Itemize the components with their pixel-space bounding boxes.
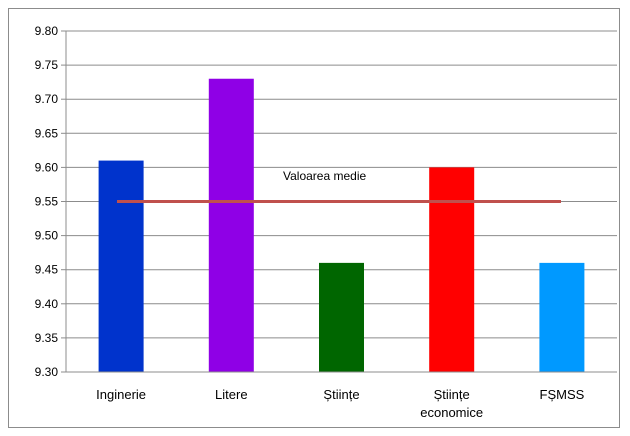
bar (98, 160, 144, 372)
y-tick-label: 9.45 (35, 263, 59, 277)
bar (429, 167, 475, 372)
x-tick-label: economice (420, 405, 483, 420)
y-tick-label: 9.80 (35, 24, 59, 38)
x-axis: Inginerie Litere Științe Științe economice FȘ… (66, 371, 617, 420)
bar (539, 262, 585, 372)
y-tick-label: 9.55 (35, 195, 59, 209)
y-tick-label: 9.40 (35, 297, 59, 311)
x-tick-label: Științe (323, 387, 359, 402)
y-tick-label: 9.50 (35, 229, 59, 243)
y-tick-label: 9.70 (35, 92, 59, 106)
y-tick-label: 9.60 (35, 160, 59, 174)
bar (319, 262, 364, 372)
y-axis: 9.30 9.35 9.40 9.45 9.50 9.55 9.60 9.65 9.70 9.75… (35, 24, 67, 379)
y-tick-label: 9.30 (35, 365, 59, 379)
x-tick-label: Științe (434, 387, 470, 402)
y-tick-label: 9.65 (35, 126, 59, 140)
bars (98, 78, 585, 373)
bar (208, 78, 254, 373)
y-tick-label: 9.35 (35, 331, 59, 345)
y-tick-label: 9.75 (35, 58, 59, 72)
reference-line-label: Valoarea medie (283, 169, 366, 183)
reference-line-group: Valoarea medie (117, 169, 561, 203)
x-tick-label: FȘMSS (540, 387, 585, 402)
x-tick-label: Litere (215, 387, 248, 402)
x-tick-label: Inginerie (96, 387, 146, 402)
